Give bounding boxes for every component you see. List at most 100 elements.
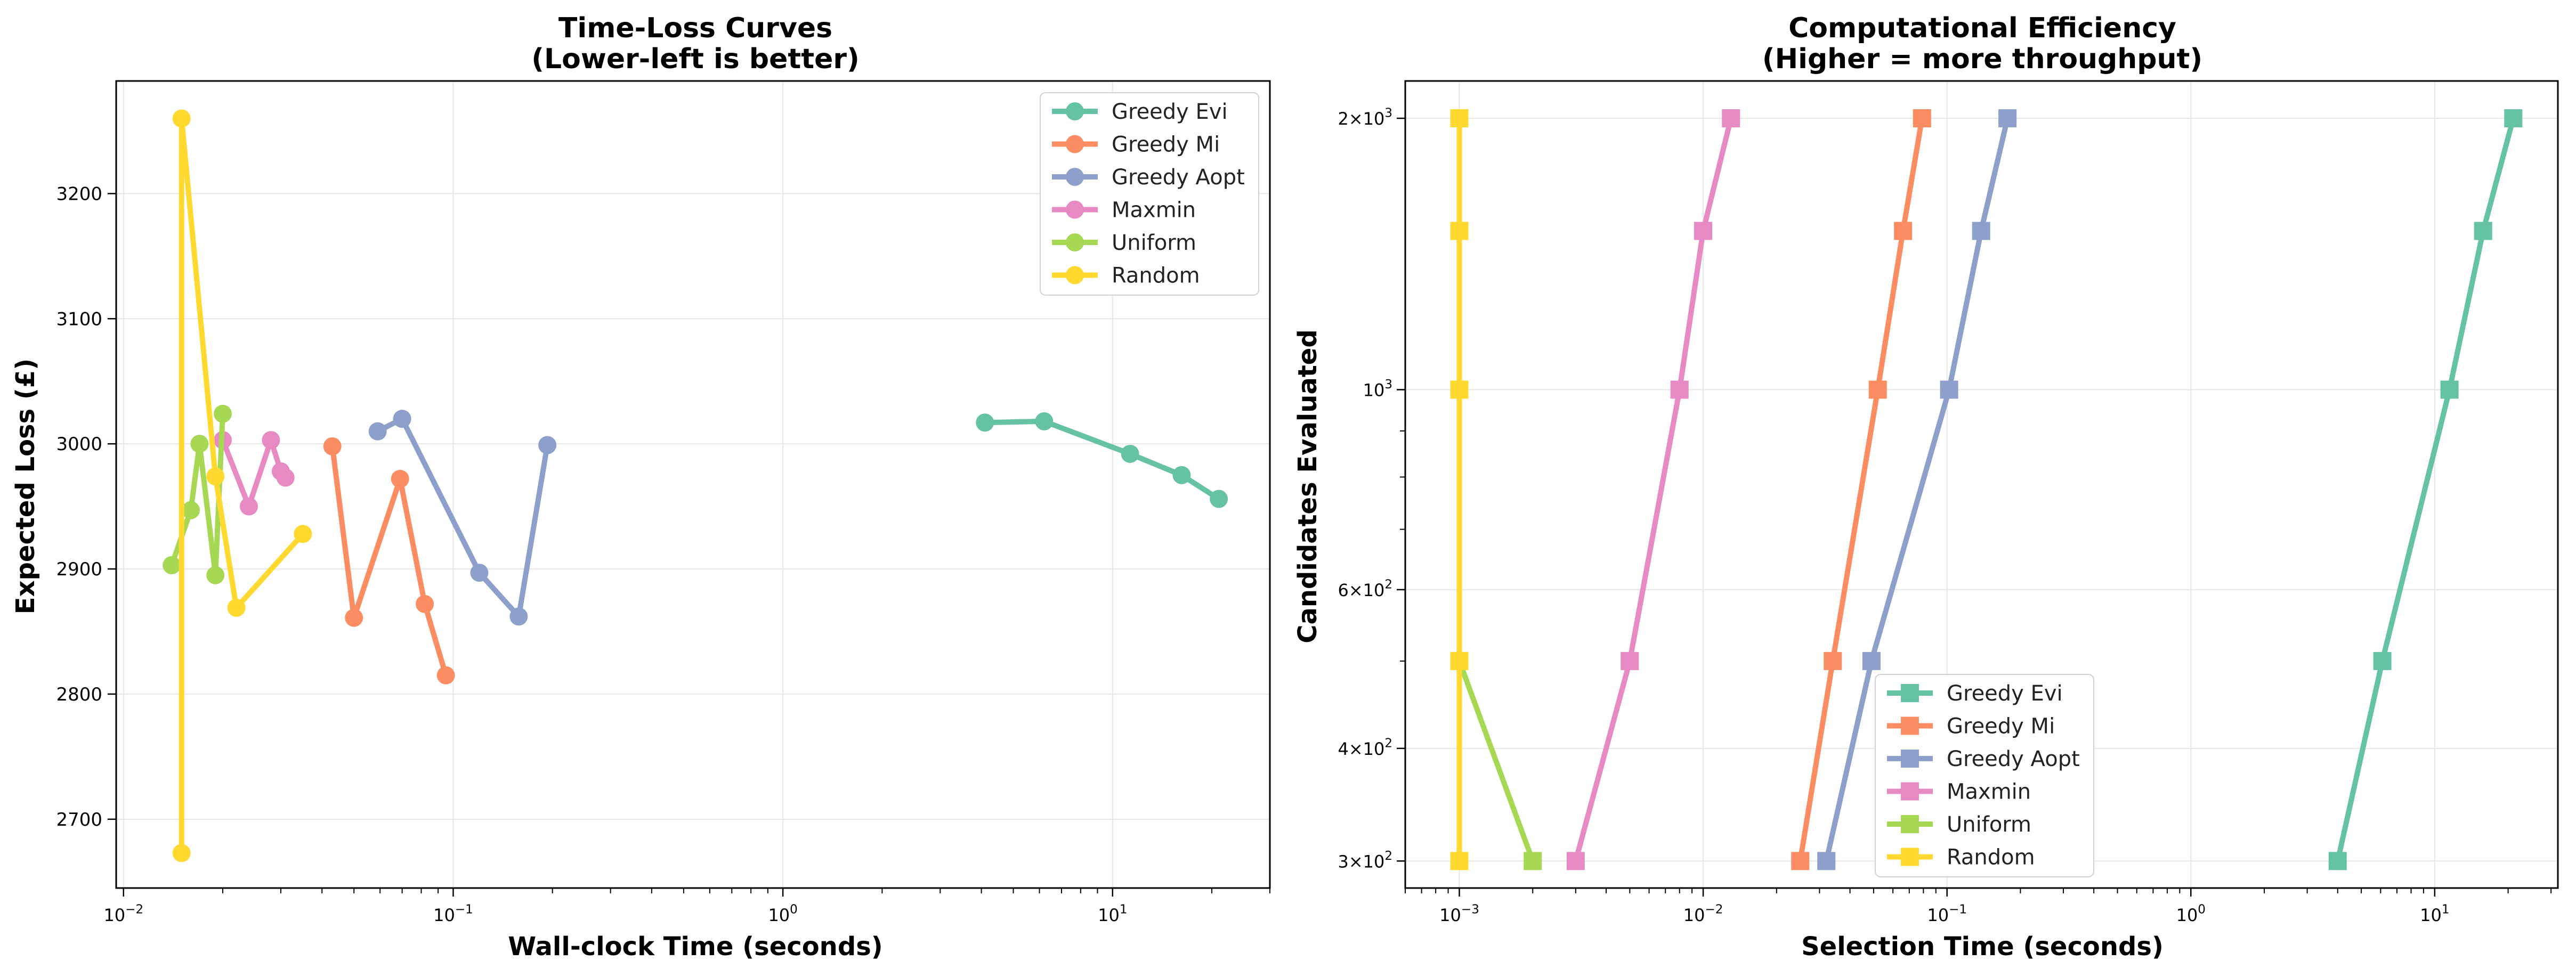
data-point [538, 436, 557, 454]
axes: 10−3 10−2 10−1 100 1013×1024×1026×1021032×10… [1338, 80, 2559, 925]
series-line [375, 416, 550, 620]
data-point [214, 404, 232, 423]
legend-marker [1066, 233, 1084, 251]
series-maxmin [1566, 109, 1740, 870]
tick-exponent: 1 [2442, 903, 2450, 917]
legend-label: Greedy Evi [1112, 100, 1228, 124]
series-layer [163, 109, 1228, 862]
x-tick-label: 10−3 [1439, 903, 1479, 925]
y-tick-label: 103 [1363, 378, 1392, 400]
data-point [1817, 852, 1836, 870]
legend-label: Random [1947, 845, 2035, 870]
data-point [2474, 222, 2492, 240]
data-point [1524, 852, 1542, 870]
data-point [1450, 652, 1469, 670]
legend-marker [1066, 168, 1084, 186]
series-line [1456, 116, 1536, 864]
series-greedy-mi [323, 437, 455, 685]
data-point [294, 525, 312, 543]
tick-times: × [1349, 109, 1363, 129]
legend-label: Uniform [1947, 812, 2031, 837]
series-uniform [163, 404, 232, 584]
tick-base: 10 [1683, 905, 1705, 925]
tick-base: 10 [768, 905, 790, 925]
series-greedy-evi [2328, 109, 2523, 870]
x-tick-label: 101 [1098, 903, 1127, 925]
data-point [470, 564, 489, 582]
data-point [1670, 380, 1689, 399]
tick-exponent: −2 [1705, 903, 1723, 917]
tick-base: 10 [103, 905, 125, 925]
data-point [1824, 652, 1842, 670]
series-random [1450, 109, 1469, 870]
data-point [206, 467, 225, 486]
series-greedy-mi [1791, 109, 1931, 870]
chart-time-loss: Time-Loss Curves (Lower-left is better) … [11, 12, 1271, 962]
legend-label: Uniform [1112, 231, 1196, 255]
tick-exponent: 2 [1384, 736, 1392, 750]
data-point [1913, 109, 1931, 128]
legend-label: Greedy Aopt [1947, 747, 2080, 771]
legend-marker [1066, 200, 1084, 219]
tick-base: 10 [2176, 905, 2198, 925]
data-point [391, 469, 409, 488]
series-random [172, 109, 312, 862]
data-point [416, 595, 434, 613]
data-point [163, 556, 181, 574]
tick-exponent: 2 [1384, 849, 1392, 863]
data-point [172, 109, 191, 128]
tick-times: × [1349, 851, 1363, 872]
data-point [1566, 852, 1585, 870]
tick-exponent: 0 [790, 903, 798, 917]
data-point [436, 666, 455, 685]
tick-times: × [1349, 580, 1363, 600]
chart-title: Time-Loss Curves [558, 12, 832, 44]
series-greedy-aopt [1817, 109, 2017, 870]
data-point [976, 413, 994, 432]
tick-exponent: −2 [125, 903, 143, 917]
data-point [1450, 222, 1469, 240]
tick-mantissa: 6 [1338, 580, 1348, 600]
series-layer [1450, 109, 2523, 870]
data-point [1450, 109, 1469, 128]
legend-marker [1901, 848, 1919, 866]
tick-exponent: −3 [1461, 903, 1479, 917]
tick-mantissa: 3 [1338, 851, 1348, 872]
data-point [2328, 852, 2347, 870]
y-tick-label: 3×102 [1338, 849, 1392, 872]
tick-base: 10 [1363, 739, 1385, 759]
data-point [1694, 222, 1713, 240]
chart-subtitle: (Lower-left is better) [531, 43, 860, 75]
data-point [1035, 412, 1054, 430]
data-point [2504, 109, 2523, 128]
y-tick-label: 2800 [56, 684, 102, 705]
data-point [1972, 222, 1990, 240]
tick-base: 10 [1363, 851, 1385, 872]
tick-base: 10 [1363, 109, 1385, 129]
data-point [2373, 652, 2392, 670]
tick-mantissa: 4 [1338, 739, 1348, 759]
y-tick-label: 2×103 [1338, 107, 1392, 129]
legend-label: Greedy Aopt [1112, 165, 1245, 190]
data-point [190, 435, 209, 453]
data-point [2440, 380, 2459, 399]
y-tick-label: 3200 [56, 183, 102, 205]
x-tick-label: 100 [2176, 903, 2206, 925]
legend-label: Greedy Mi [1947, 714, 2055, 739]
series-greedy-aopt [368, 410, 557, 626]
tick-exponent: 1 [1120, 903, 1128, 917]
legend-label: Greedy Evi [1947, 681, 2063, 706]
data-point [1121, 444, 1139, 463]
tick-base: 10 [2420, 905, 2442, 925]
x-axis-label: Wall-clock Time (seconds) [508, 932, 882, 962]
data-point [1940, 380, 1958, 399]
legend: Greedy Evi Greedy Mi Greedy Aopt Maxmin Unif… [1875, 674, 2094, 877]
legend-marker [1066, 266, 1084, 284]
y-axis-label: Expected Loss (£) [11, 359, 40, 614]
x-tick-label: 101 [2420, 903, 2449, 925]
legend-marker [1901, 782, 1919, 801]
tick-exponent: 3 [1384, 107, 1392, 120]
legend-marker [1901, 717, 1919, 735]
tick-base: 10 [1363, 380, 1385, 400]
